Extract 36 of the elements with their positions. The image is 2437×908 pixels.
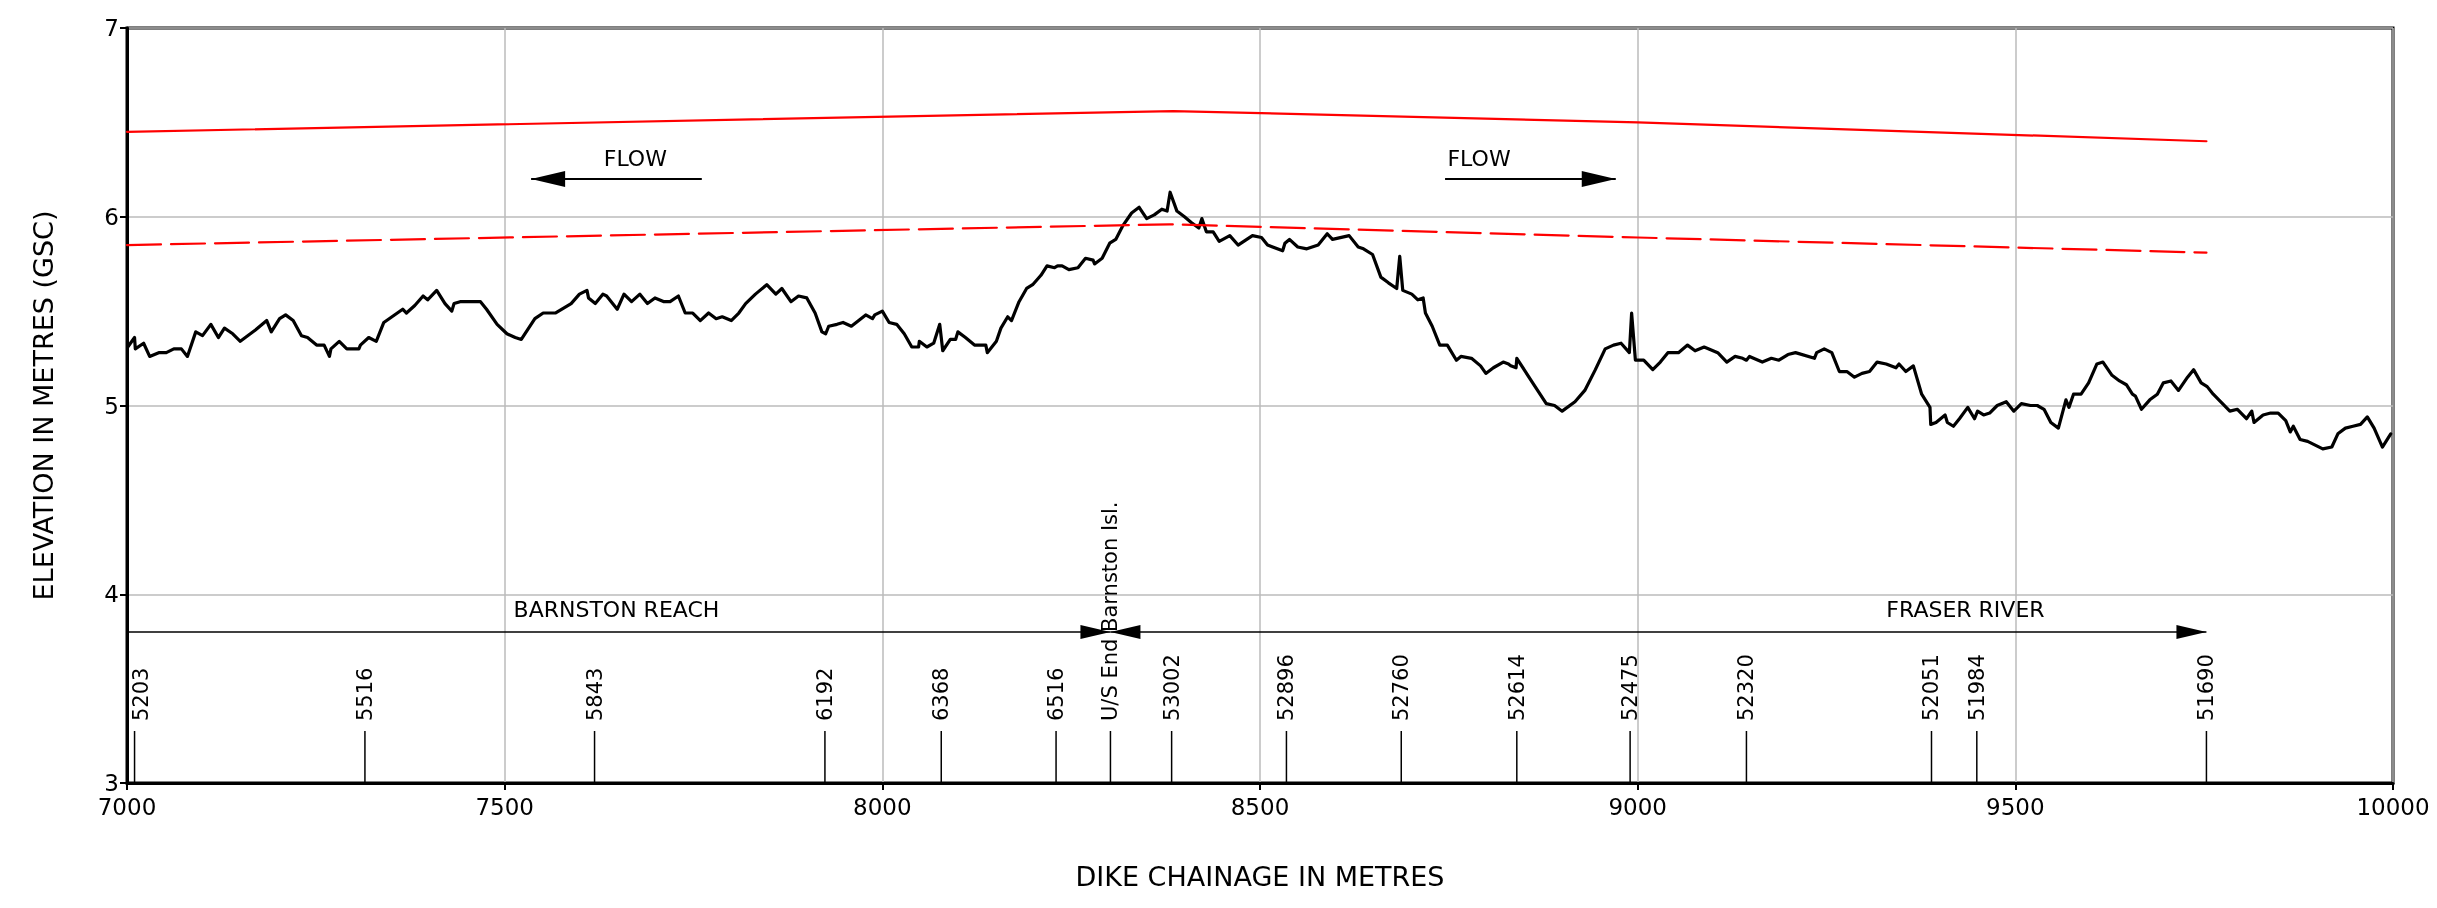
y-axis-title: ELEVATION IN METRES (GSC) [28, 210, 59, 601]
annotation: 6368 [929, 667, 954, 721]
line-series [125, 109, 2208, 143]
x-tick-label: 9500 [1986, 793, 2045, 820]
y-tick-label: 6 [104, 203, 119, 230]
annotation: 5516 [352, 667, 377, 721]
x-tick-label: 7500 [475, 793, 534, 820]
annotation: FRASER RIVER [1886, 596, 2045, 622]
annotation: 6192 [812, 667, 837, 721]
annotation: 52475 [1618, 654, 1643, 721]
y-tick-label: 5 [104, 392, 119, 419]
annotation: FLOW [603, 145, 668, 171]
annotation: 5203 [129, 667, 153, 721]
annotation: 6516 [1044, 667, 1069, 721]
x-tick-label: 7000 [97, 793, 157, 820]
x-axis-title: DIKE CHAINAGE IN METRES [1075, 861, 1445, 892]
annotation: BARNSTON REACH [513, 596, 720, 622]
y-tick-label: 7 [104, 15, 119, 41]
annotation: 51984 [1964, 654, 1989, 721]
y-tick-label: 4 [104, 581, 119, 608]
y-tick-label: 3 [104, 770, 119, 796]
x-tick-label: 10000 [2356, 793, 2430, 820]
annotation: 52896 [1274, 654, 1299, 721]
annotation: 53002 [1159, 654, 1184, 721]
annotation: 51690 [2194, 654, 2219, 721]
annotation: FLOW [1447, 145, 1511, 171]
annotation: 52320 [1734, 654, 1759, 721]
line-series [125, 223, 2208, 254]
annotation: 52614 [1504, 654, 1529, 721]
x-tick-label: 8000 [853, 793, 912, 820]
x-tick-label: 8500 [1230, 793, 1290, 820]
annotation: 52760 [1389, 654, 1414, 721]
annotation: U/S End Barnston Isl. [1098, 501, 1123, 721]
annotation: 5843 [582, 667, 607, 721]
annotation: 52051 [1919, 654, 1944, 721]
x-tick-label: 9000 [1608, 793, 1667, 820]
